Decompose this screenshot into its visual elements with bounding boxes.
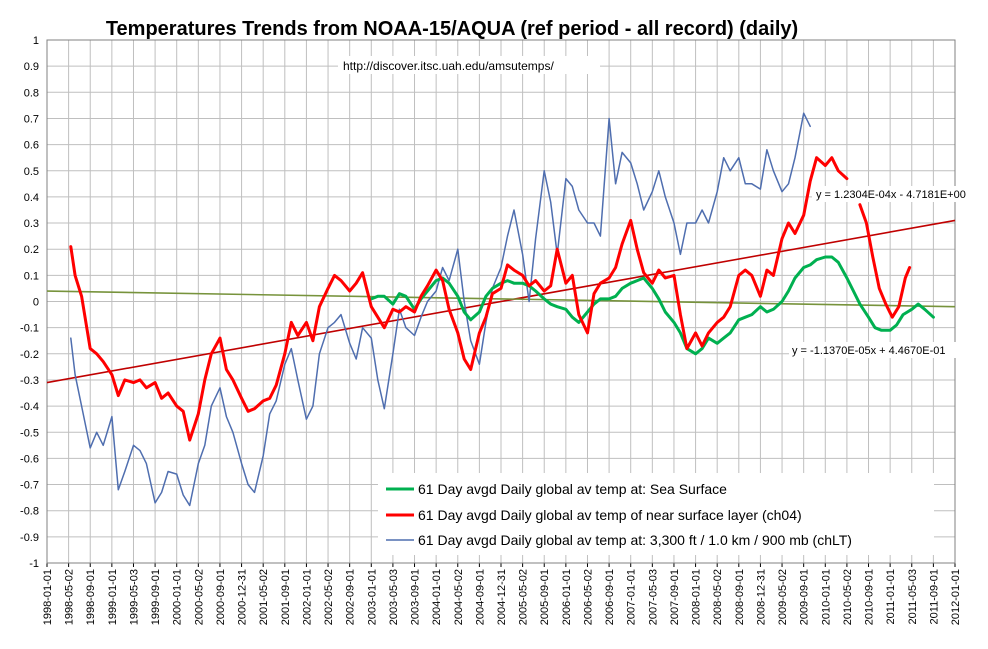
x-tick-label: 2004-09-01 — [474, 569, 486, 625]
y-tick-label: 0.1 — [24, 270, 39, 282]
x-tick-label: 2011-05-03 — [907, 569, 919, 624]
x-tick-label: 2001-05-02 — [258, 569, 270, 625]
plot-border — [46, 39, 956, 564]
x-tick-label: 2008-09-01 — [734, 569, 746, 625]
x-tick-label: 2011-01-01 — [885, 569, 897, 624]
x-tick-label: 2002-09-01 — [345, 569, 357, 625]
legend: 61 Day avgd Daily global av temp at: Sea… — [378, 473, 934, 555]
url-box — [338, 56, 600, 74]
y-tick-label: 0.7 — [24, 113, 39, 125]
x-tick-label: 2005-05-02 — [518, 569, 530, 625]
x-tick-label: 2004-12-31 — [496, 569, 508, 625]
legend-label-ch04: 61 Day avgd Daily global av temp of near… — [418, 507, 802, 523]
trendline — [46, 219, 956, 384]
series-line-ch04 — [69, 156, 849, 442]
x-tick-label: 2004-05-02 — [453, 569, 465, 625]
x-tick-label: 2002-05-02 — [323, 569, 335, 625]
trend-equation-ch04: y = 1.2304E-04x - 4.7181E+00 — [816, 189, 966, 201]
chart-title: Temperatures Trends from NOAA-15/AQUA (r… — [106, 18, 798, 40]
x-tick-label: 2007-01-01 — [626, 569, 638, 625]
x-tick-label: 2006-01-01 — [561, 569, 573, 625]
y-tick-label: 0.9 — [24, 61, 39, 73]
y-tick-label: -0.3 — [20, 375, 39, 387]
y-tick-label: 1 — [33, 35, 39, 47]
x-tick-label: 2001-09-01 — [280, 569, 292, 625]
x-tick-label: 2010-05-02 — [842, 569, 854, 625]
trend-eq-box-1 — [812, 186, 984, 202]
y-tick-label: 0.4 — [24, 192, 39, 204]
x-tick-label: 2003-01-01 — [366, 569, 378, 625]
y-tick-label: -0.8 — [20, 506, 39, 518]
x-tick-label: 2010-09-01 — [864, 569, 876, 625]
x-tick-label: 2000-01-01 — [172, 569, 184, 625]
source-url: http://discover.itsc.uah.edu/amsutemps/ — [343, 59, 554, 73]
y-tick-label: -0.2 — [20, 349, 39, 361]
x-tick-label: 2002-01-01 — [301, 569, 313, 625]
y-tick-label: 0.8 — [24, 87, 39, 99]
legend-label-chlt: 61 Day avgd Daily global av temp at: 3,3… — [418, 532, 852, 548]
x-tick-label: 2003-09-01 — [410, 569, 422, 625]
x-tick-label: 1999-01-01 — [107, 569, 119, 625]
y-tick-label: -1 — [29, 558, 39, 570]
y-tick-label: -0.1 — [20, 323, 39, 335]
series-layer — [69, 112, 935, 507]
x-tick-label: 2004-01-01 — [431, 569, 443, 625]
y-tick-label: -0.9 — [20, 532, 39, 544]
y-tick-label: 0.2 — [24, 244, 39, 256]
legend-box — [378, 473, 934, 555]
x-tick-label: 2008-05-02 — [712, 569, 724, 625]
y-tick-label: -0.5 — [20, 427, 39, 439]
x-tick-label: 2000-05-02 — [193, 569, 205, 625]
axis-layer: 1 0.9 0.8 0.7 0.6 0.5 0.4 0.3 0.2 0.1 0 -0.1 -0.2 -0.… — [20, 35, 962, 625]
x-tick-label: 2006-09-01 — [604, 569, 616, 625]
x-tick-label: 1998-05-02 — [64, 569, 76, 625]
x-tick-label: 2006-05-02 — [582, 569, 594, 625]
x-tick-label: 2000-12-31 — [237, 569, 249, 625]
y-tick-label: 0.6 — [24, 140, 39, 152]
legend-label-sea-surface: 61 Day avgd Daily global av temp at: Sea… — [418, 481, 727, 497]
y-tick-label: -0.7 — [20, 480, 39, 492]
x-tick-label: 1998-09-01 — [85, 569, 97, 625]
x-tick-label: 1999-09-01 — [150, 569, 162, 625]
trendline — [46, 290, 956, 308]
x-tick-label: 2003-05-03 — [388, 569, 400, 625]
trend-layer — [46, 219, 956, 384]
y-tick-label: -0.4 — [20, 401, 39, 413]
x-tick-label: 2011-09-01 — [928, 569, 940, 624]
x-tick-label: 2009-05-02 — [777, 569, 789, 625]
y-tick-label: 0.5 — [24, 166, 39, 178]
x-tick-label: 2008-12-31 — [755, 569, 767, 625]
x-tick-label: 2010-01-01 — [820, 569, 832, 625]
x-tick-label: 2012-01-01 — [950, 569, 962, 625]
x-tick-label: 2008-01-01 — [691, 569, 703, 625]
y-tick-label: -0.6 — [20, 453, 39, 465]
x-tick-label: 1999-05-03 — [128, 569, 140, 625]
trend-eq-box-2 — [789, 342, 969, 358]
y-tick-label: 0 — [33, 297, 39, 309]
trend-equation-sea-surface: y = -1.1370E-05x + 4.4670E-01 — [792, 345, 946, 357]
x-tick-label: 2007-09-01 — [669, 569, 681, 625]
x-tick-label: 2007-05-03 — [647, 569, 659, 625]
x-tick-label: 1998-01-01 — [42, 569, 54, 625]
x-tick-label: 2000-09-01 — [215, 569, 227, 625]
series-line-ch04 — [858, 203, 912, 319]
x-tick-label: 2005-09-01 — [539, 569, 551, 625]
series-line-sea-surface — [369, 255, 935, 356]
x-tick-label: 2009-09-01 — [799, 569, 811, 625]
y-tick-label: 0.3 — [24, 218, 39, 230]
